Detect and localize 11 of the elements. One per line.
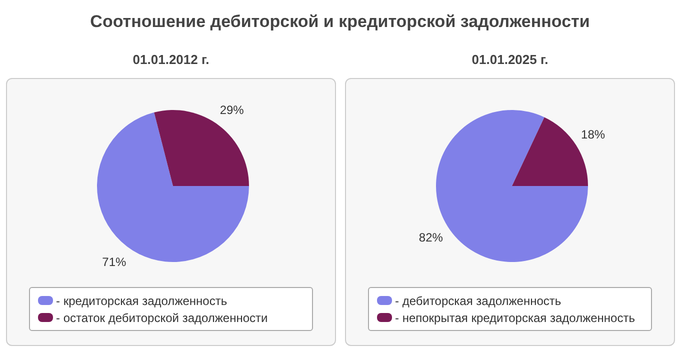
chart-title: Соотношение дебиторской и кредиторской задолженности — [89, 12, 591, 32]
legend-label: - дебиторская задолженность — [395, 294, 562, 308]
data-label: 71% — [102, 254, 126, 269]
data-label: 18% — [581, 128, 606, 142]
chart-subtitle: 01.01.2012 г. — [132, 52, 210, 67]
chart-subtitle: 01.01.2025 г. — [470, 52, 550, 67]
legend-label: - непокрытая кредиторская задолженность — [395, 310, 635, 324]
data-label: 29% — [220, 103, 244, 118]
data-label: 82% — [418, 230, 444, 244]
legend-label: - кредиторская задолженность — [56, 294, 228, 308]
legend-label: - остаток дебиторской задолженности — [56, 310, 268, 324]
